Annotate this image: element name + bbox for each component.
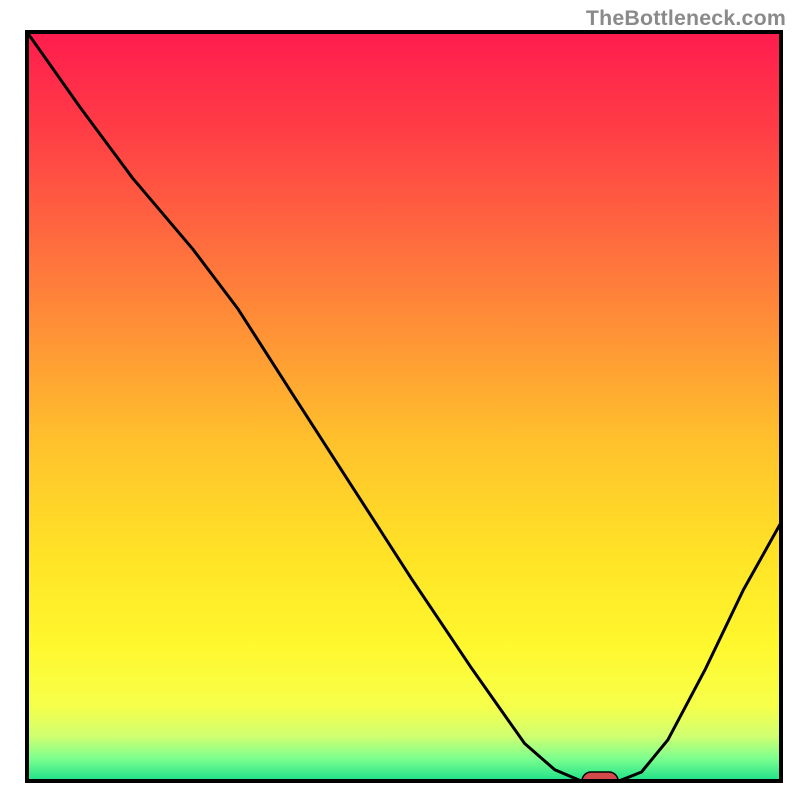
watermark-text: TheBottleneck.com [586, 6, 786, 31]
bottleneck-chart [0, 0, 800, 800]
gradient-background [27, 32, 781, 781]
chart-container: TheBottleneck.com [0, 0, 800, 800]
